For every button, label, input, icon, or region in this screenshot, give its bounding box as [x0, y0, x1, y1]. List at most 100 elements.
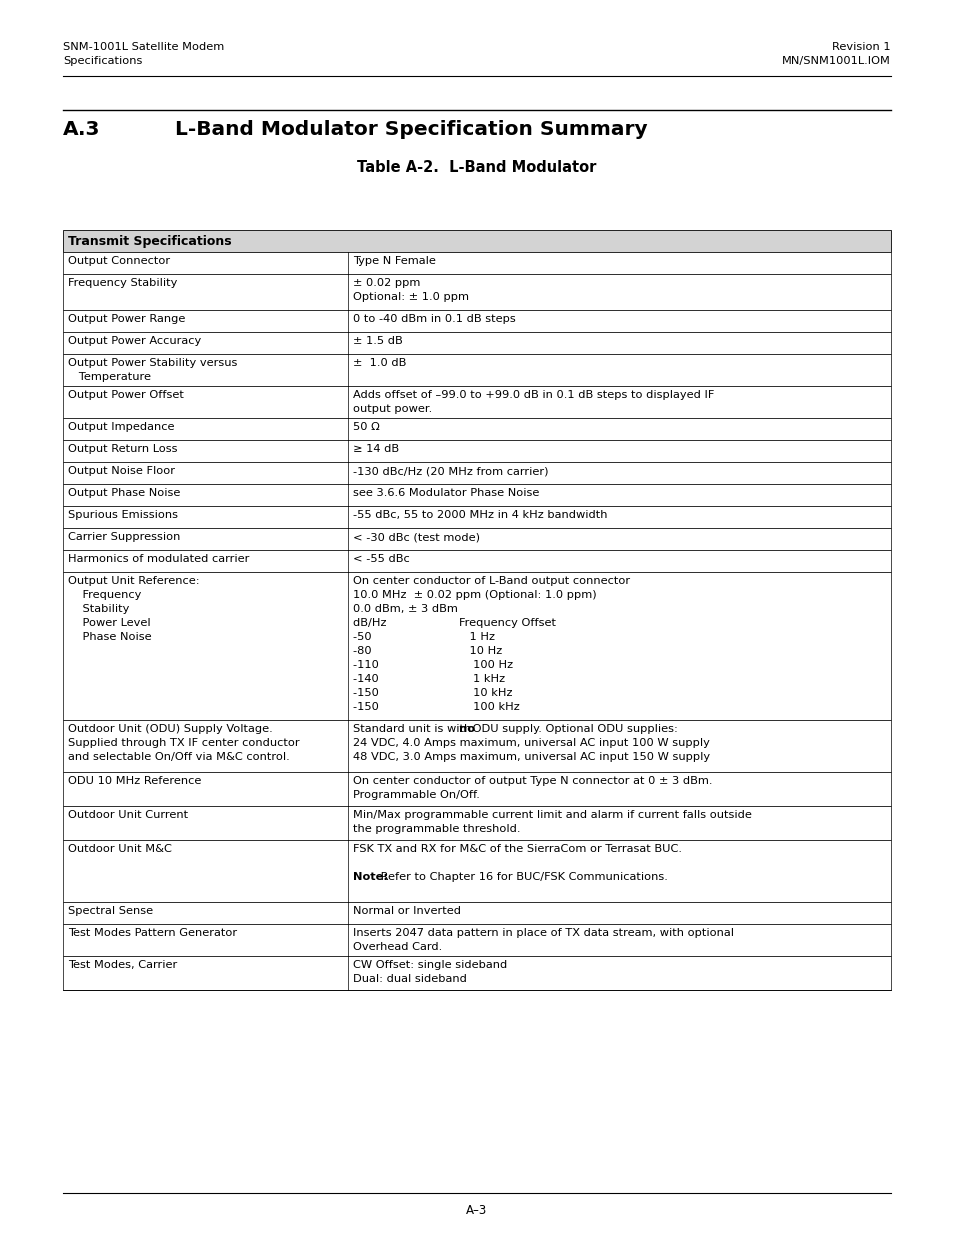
Text: Test Modes Pattern Generator: Test Modes Pattern Generator [68, 927, 237, 939]
Text: CW Offset: single sideband: CW Offset: single sideband [353, 960, 507, 969]
Text: Refer to Chapter 16 for BUC/FSK Communications.: Refer to Chapter 16 for BUC/FSK Communic… [376, 872, 667, 882]
Bar [63, 417, 890, 440]
Text: A.3: A.3 [63, 120, 100, 140]
Text: SNM-1001L Satellite Modem: SNM-1001L Satellite Modem [63, 42, 224, 52]
Bar [63, 720, 890, 772]
Text: Min/Max programmable current limit and alarm if current falls outside: Min/Max programmable current limit and a… [353, 810, 751, 820]
Bar [63, 924, 890, 956]
Text: -140                          1 kHz: -140 1 kHz [353, 674, 504, 684]
Text: no: no [458, 724, 475, 734]
Text: 0 to -40 dBm in 0.1 dB steps: 0 to -40 dBm in 0.1 dB steps [353, 314, 516, 324]
Text: Note:: Note: [353, 872, 388, 882]
Text: Outdoor Unit (ODU) Supply Voltage.: Outdoor Unit (ODU) Supply Voltage. [68, 724, 273, 734]
Text: Phase Noise: Phase Noise [68, 632, 152, 642]
Text: Output Return Loss: Output Return Loss [68, 445, 177, 454]
Text: Test Modes, Carrier: Test Modes, Carrier [68, 960, 177, 969]
Bar [63, 956, 890, 990]
Text: ±  1.0 dB: ± 1.0 dB [353, 358, 406, 368]
Text: Harmonics of modulated carrier: Harmonics of modulated carrier [68, 555, 249, 564]
Text: Output Impedance: Output Impedance [68, 422, 174, 432]
Text: Specifications: Specifications [63, 56, 142, 65]
Text: 48 VDC, 3.0 Amps maximum, universal AC input 150 W supply: 48 VDC, 3.0 Amps maximum, universal AC i… [353, 752, 709, 762]
Bar [63, 840, 890, 902]
Text: Adds offset of –99.0 to +99.0 dB in 0.1 dB steps to displayed IF: Adds offset of –99.0 to +99.0 dB in 0.1 … [353, 390, 714, 400]
Text: -150                          10 kHz: -150 10 kHz [353, 688, 512, 698]
Text: Output Power Stability versus: Output Power Stability versus [68, 358, 237, 368]
Text: Stability: Stability [68, 604, 130, 614]
Bar [63, 772, 890, 806]
Text: Output Noise Floor: Output Noise Floor [68, 466, 174, 475]
Bar [63, 902, 890, 924]
Text: 0.0 dBm, ± 3 dBm: 0.0 dBm, ± 3 dBm [353, 604, 457, 614]
Text: Normal or Inverted: Normal or Inverted [353, 906, 460, 916]
Text: Outdoor Unit Current: Outdoor Unit Current [68, 810, 188, 820]
Bar [63, 310, 890, 332]
Text: 24 VDC, 4.0 Amps maximum, universal AC input 100 W supply: 24 VDC, 4.0 Amps maximum, universal AC i… [353, 739, 709, 748]
Text: the programmable threshold.: the programmable threshold. [353, 824, 520, 834]
Text: Output Power Accuracy: Output Power Accuracy [68, 336, 201, 346]
Text: Frequency Stability: Frequency Stability [68, 278, 177, 288]
Text: Revision 1: Revision 1 [832, 42, 890, 52]
Bar [63, 506, 890, 529]
Bar [63, 274, 890, 310]
Text: Table A-2.  L-Band Modulator: Table A-2. L-Band Modulator [357, 161, 596, 175]
Text: -80                           10 Hz: -80 10 Hz [353, 646, 501, 656]
Bar [63, 440, 890, 462]
Bar [63, 462, 890, 484]
Text: Output Connector: Output Connector [68, 256, 170, 266]
Text: ODU 10 MHz Reference: ODU 10 MHz Reference [68, 776, 201, 785]
Text: Output Phase Noise: Output Phase Noise [68, 488, 180, 498]
Text: Outdoor Unit M&C: Outdoor Unit M&C [68, 844, 172, 853]
Text: Transmit Specifications: Transmit Specifications [68, 235, 232, 247]
Text: Spurious Emissions: Spurious Emissions [68, 510, 178, 520]
Text: On center conductor of L-Band output connector: On center conductor of L-Band output con… [353, 576, 630, 585]
Text: see 3.6.6 Modulator Phase Noise: see 3.6.6 Modulator Phase Noise [353, 488, 538, 498]
Text: -50                           1 Hz: -50 1 Hz [353, 632, 495, 642]
Text: Spectral Sense: Spectral Sense [68, 906, 153, 916]
Text: Dual: dual sideband: Dual: dual sideband [353, 974, 466, 984]
Text: -55 dBc, 55 to 2000 MHz in 4 kHz bandwidth: -55 dBc, 55 to 2000 MHz in 4 kHz bandwid… [353, 510, 607, 520]
Text: -110                          100 Hz: -110 100 Hz [353, 659, 513, 671]
Text: Programmable On/Off.: Programmable On/Off. [353, 790, 479, 800]
Text: ODU supply. Optional ODU supplies:: ODU supply. Optional ODU supplies: [468, 724, 677, 734]
Text: Optional: ± 1.0 ppm: Optional: ± 1.0 ppm [353, 291, 469, 303]
Bar [63, 332, 890, 354]
Text: 10.0 MHz  ± 0.02 ppm (Optional: 1.0 ppm): 10.0 MHz ± 0.02 ppm (Optional: 1.0 ppm) [353, 590, 596, 600]
Text: Carrier Suppression: Carrier Suppression [68, 532, 180, 542]
Bar [63, 529, 890, 550]
Text: On center conductor of output Type N connector at 0 ± 3 dBm.: On center conductor of output Type N con… [353, 776, 712, 785]
Text: Power Level: Power Level [68, 618, 151, 629]
Text: MN/SNM1001L.IOM: MN/SNM1001L.IOM [781, 56, 890, 65]
Text: L-Band Modulator Specification Summary: L-Band Modulator Specification Summary [174, 120, 647, 140]
Text: Overhead Card.: Overhead Card. [353, 942, 442, 952]
Bar [63, 572, 890, 720]
Bar [63, 354, 890, 387]
Text: -150                          100 kHz: -150 100 kHz [353, 701, 519, 713]
Text: 50 Ω: 50 Ω [353, 422, 379, 432]
Text: output power.: output power. [353, 404, 432, 414]
Bar [63, 550, 890, 572]
Text: Output Power Offset: Output Power Offset [68, 390, 184, 400]
Text: ± 0.02 ppm: ± 0.02 ppm [353, 278, 420, 288]
Text: < -55 dBc: < -55 dBc [353, 555, 410, 564]
Bar [63, 230, 890, 252]
Text: FSK TX and RX for M&C of the SierraCom or Terrasat BUC.: FSK TX and RX for M&C of the SierraCom o… [353, 844, 681, 853]
Text: Output Power Range: Output Power Range [68, 314, 185, 324]
Text: dB/Hz                    Frequency Offset: dB/Hz Frequency Offset [353, 618, 556, 629]
Text: < -30 dBc (test mode): < -30 dBc (test mode) [353, 532, 479, 542]
Text: and selectable On/Off via M&C control.: and selectable On/Off via M&C control. [68, 752, 290, 762]
Text: Output Unit Reference:: Output Unit Reference: [68, 576, 199, 585]
Text: Inserts 2047 data pattern in place of TX data stream, with optional: Inserts 2047 data pattern in place of TX… [353, 927, 733, 939]
Bar [63, 252, 890, 274]
Text: -130 dBc/Hz (20 MHz from carrier): -130 dBc/Hz (20 MHz from carrier) [353, 466, 548, 475]
Text: Type N Female: Type N Female [353, 256, 436, 266]
Text: Standard unit is with: Standard unit is with [353, 724, 475, 734]
Text: ≥ 14 dB: ≥ 14 dB [353, 445, 398, 454]
Text: A–3: A–3 [466, 1204, 487, 1216]
Bar [63, 484, 890, 506]
Text: Temperature: Temperature [68, 372, 151, 382]
Text: Frequency: Frequency [68, 590, 141, 600]
Bar [63, 806, 890, 840]
Text: ± 1.5 dB: ± 1.5 dB [353, 336, 402, 346]
Bar [63, 387, 890, 417]
